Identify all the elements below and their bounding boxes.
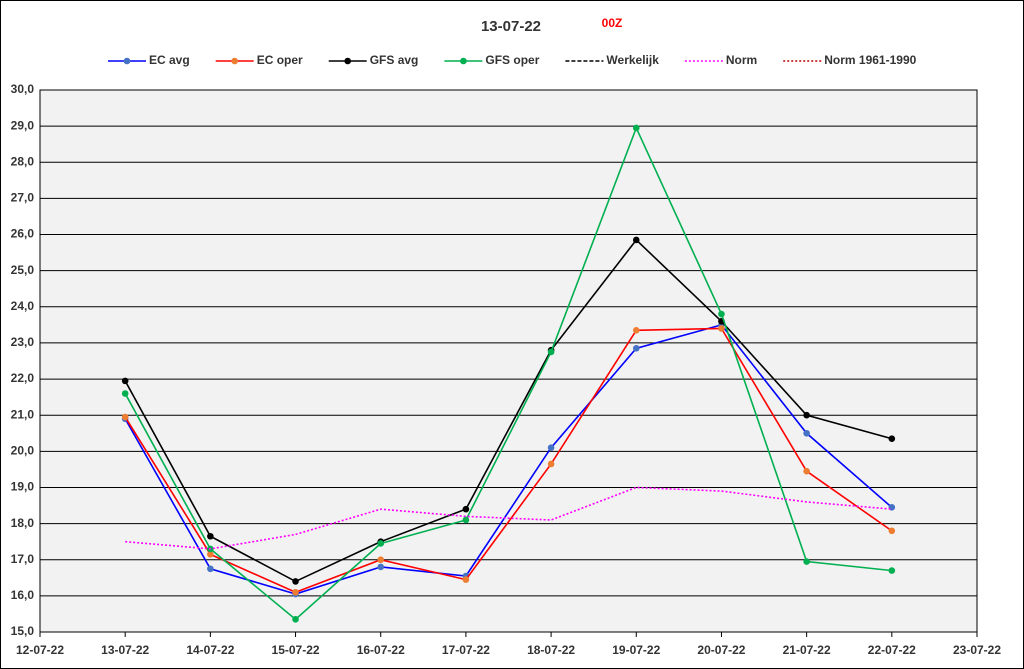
- series-marker: [803, 558, 810, 565]
- series-marker: [377, 540, 385, 547]
- x-tick-label: 19-07-22: [612, 643, 660, 657]
- legend-label: GFS oper: [485, 53, 539, 67]
- chart-title: 13-07-22: [481, 18, 541, 35]
- x-tick-label: 13-07-22: [101, 643, 149, 657]
- legend-label: EC avg: [149, 53, 190, 67]
- series-marker: [207, 551, 214, 558]
- legend-label: Norm 1961-1990: [824, 53, 916, 67]
- series-marker: [803, 467, 810, 475]
- series-line: [125, 486, 892, 550]
- y-tick-label: 19,0: [11, 480, 35, 494]
- series-marker: [718, 325, 725, 332]
- y-tick-label: 22,0: [11, 371, 35, 385]
- series-marker: [121, 390, 129, 397]
- y-tick-label: 28,0: [11, 154, 35, 168]
- series-line: [124, 125, 892, 621]
- series-marker: [377, 563, 385, 571]
- series-marker: [803, 411, 810, 419]
- y-tick-label: 23,0: [11, 335, 35, 349]
- plot-area: [39, 89, 978, 633]
- series-marker: [292, 588, 299, 596]
- y-tick-label: 17,0: [11, 552, 35, 566]
- legend-label: Werkelijk: [606, 53, 659, 67]
- series-marker: [632, 345, 640, 352]
- x-tick-label: 17-07-22: [442, 643, 490, 657]
- legend-marker: [231, 57, 238, 65]
- series-marker: [888, 567, 896, 574]
- series-line: [124, 238, 893, 583]
- x-tick-label: 15-07-22: [272, 643, 320, 657]
- x-tick-label: 14-07-22: [186, 643, 234, 657]
- y-tick-label: 30,0: [11, 82, 35, 96]
- y-tick-label: 29,0: [11, 118, 35, 132]
- legend-label: Norm: [726, 53, 757, 67]
- series-marker: [547, 460, 555, 468]
- y-tick-label: 18,0: [11, 516, 35, 530]
- series-marker: [547, 444, 555, 452]
- y-tick-label: 15,0: [11, 624, 35, 638]
- series-line: [124, 323, 893, 595]
- series-marker: [207, 532, 214, 540]
- y-tick-label: 27,0: [11, 191, 35, 205]
- legend-label: GFS avg: [370, 53, 419, 67]
- series-marker: [547, 348, 555, 356]
- chart-subtitle: 00Z: [602, 16, 623, 30]
- x-tick-label: 22-07-22: [868, 643, 916, 657]
- x-tick-label: 16-07-22: [357, 643, 405, 657]
- series-marker: [207, 565, 214, 573]
- series-marker: [292, 578, 299, 585]
- series-marker: [377, 556, 385, 564]
- y-tick-label: 21,0: [11, 407, 35, 421]
- series-marker: [462, 505, 470, 513]
- x-tick-label: 23-07-22: [953, 643, 1001, 657]
- x-tick-label: 20-07-22: [697, 643, 745, 657]
- legend-marker: [460, 57, 467, 65]
- series-line: [124, 327, 893, 594]
- legend-marker: [344, 57, 352, 65]
- series-marker: [462, 516, 470, 524]
- y-tick-label: 26,0: [11, 227, 35, 241]
- series-marker: [718, 310, 725, 318]
- y-tick-label: 16,0: [11, 588, 35, 602]
- legend-label: EC oper: [257, 53, 303, 67]
- series-marker: [632, 236, 640, 244]
- series-marker: [888, 527, 896, 535]
- series-marker: [121, 377, 129, 385]
- x-tick-label: 21-07-22: [783, 643, 831, 657]
- y-tick-label: 24,0: [11, 299, 35, 313]
- series-marker: [292, 616, 299, 623]
- series-marker: [632, 326, 640, 334]
- series-marker: [121, 413, 129, 421]
- series-marker: [888, 435, 896, 442]
- series-marker: [462, 576, 470, 583]
- series-marker: [803, 429, 810, 437]
- series-marker: [632, 124, 640, 132]
- x-tick-label: 18-07-22: [527, 643, 575, 657]
- x-tick-label: 12-07-22: [16, 643, 64, 657]
- legend-marker: [123, 57, 131, 65]
- y-tick-label: 20,0: [11, 444, 35, 458]
- y-tick-label: 25,0: [11, 263, 35, 277]
